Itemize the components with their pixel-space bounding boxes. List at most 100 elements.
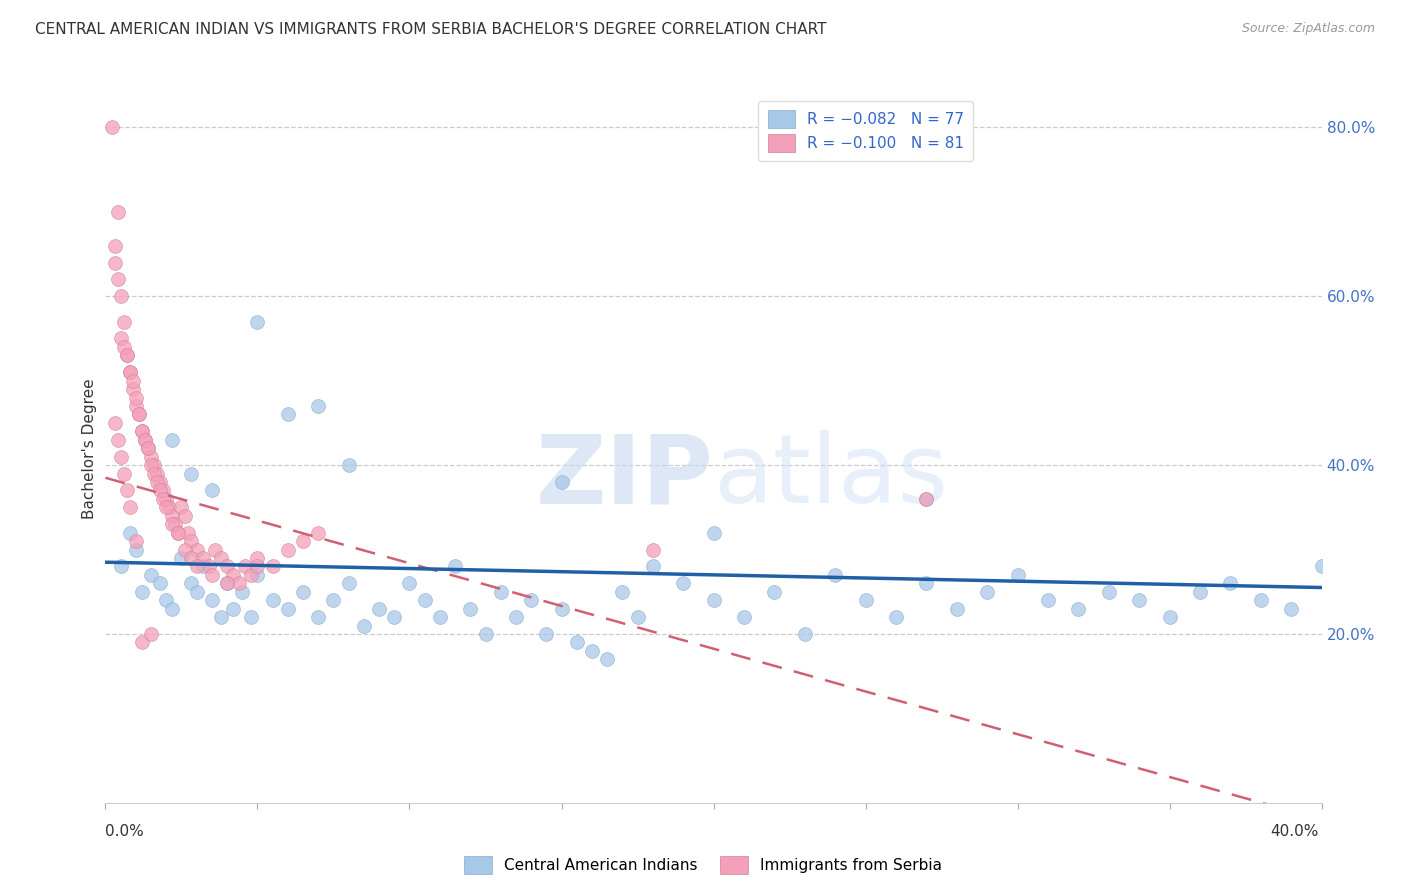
Point [793, 627, 815, 641]
Point [173, 542, 195, 557]
Point [1098, 584, 1121, 599]
Legend: R = −0.082   N = 77, R = −0.100   N = 81: R = −0.082 N = 77, R = −0.100 N = 81 [758, 102, 973, 161]
Point [131, 584, 153, 599]
Point [118, 525, 141, 540]
Point [110, 289, 132, 303]
Point [474, 627, 496, 641]
Point [128, 408, 150, 422]
Point [1250, 593, 1272, 607]
Point [112, 315, 135, 329]
Point [176, 525, 198, 540]
Point [413, 593, 436, 607]
Point [240, 610, 263, 624]
Point [307, 525, 329, 540]
Point [246, 559, 269, 574]
Point [292, 584, 315, 599]
Point [915, 491, 938, 506]
Point [186, 542, 208, 557]
Point [458, 601, 481, 615]
Point [155, 491, 177, 506]
Point [201, 567, 224, 582]
Point [121, 382, 143, 396]
Point [165, 517, 187, 532]
Point [180, 551, 202, 566]
Point [201, 483, 224, 498]
Point [641, 542, 664, 557]
Point [277, 542, 299, 557]
Point [217, 559, 239, 574]
Point [186, 584, 208, 599]
Point [112, 467, 135, 481]
Point [162, 508, 184, 523]
Point [702, 525, 725, 540]
Point [884, 610, 907, 624]
Point [233, 559, 256, 574]
Point [155, 593, 177, 607]
Point [110, 559, 132, 574]
Point [262, 593, 284, 607]
Point [1188, 584, 1211, 599]
Point [180, 534, 202, 549]
Point [136, 442, 159, 456]
Point [353, 618, 375, 632]
Point [733, 610, 755, 624]
Point [125, 391, 148, 405]
Point [128, 408, 150, 422]
Point [143, 467, 166, 481]
Point [1310, 559, 1333, 574]
Point [162, 601, 184, 615]
Text: 40.0%: 40.0% [1271, 824, 1319, 838]
Point [191, 559, 214, 574]
Point [307, 399, 329, 413]
Point [118, 500, 141, 515]
Point [228, 576, 250, 591]
Point [581, 644, 603, 658]
Point [444, 559, 467, 574]
Point [824, 567, 846, 582]
Point [115, 348, 138, 362]
Point [626, 610, 648, 624]
Point [103, 416, 125, 430]
Point [149, 483, 172, 498]
Point [337, 458, 360, 472]
Point [152, 491, 174, 506]
Point [170, 500, 193, 515]
Point [136, 442, 159, 456]
Point [217, 576, 239, 591]
Point [337, 576, 360, 591]
Point [368, 601, 391, 615]
Point [222, 567, 245, 582]
Point [191, 551, 214, 566]
Point [139, 458, 162, 472]
Point [121, 374, 143, 388]
Point [204, 542, 226, 557]
Point [149, 475, 172, 489]
Point [489, 584, 512, 599]
Point [186, 559, 208, 574]
Point [131, 425, 153, 439]
Point [307, 610, 329, 624]
Point [139, 450, 162, 464]
Point [125, 542, 148, 557]
Point [1007, 567, 1029, 582]
Point [246, 567, 269, 582]
Point [107, 433, 129, 447]
Point [596, 652, 619, 666]
Point [322, 593, 344, 607]
Point [167, 525, 190, 540]
Point [945, 601, 967, 615]
Point [170, 551, 193, 566]
Point [139, 567, 162, 582]
Point [240, 567, 263, 582]
Point [180, 467, 202, 481]
Text: 0.0%: 0.0% [105, 824, 145, 838]
Point [162, 433, 184, 447]
Point [550, 601, 572, 615]
Point [110, 331, 132, 345]
Point [115, 348, 138, 362]
Point [1219, 576, 1241, 591]
Point [1036, 593, 1059, 607]
Point [112, 340, 135, 354]
Point [262, 559, 284, 574]
Point [855, 593, 877, 607]
